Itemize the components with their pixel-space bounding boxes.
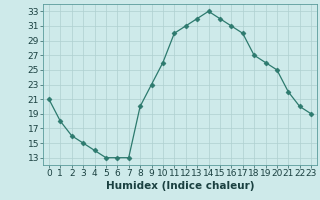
X-axis label: Humidex (Indice chaleur): Humidex (Indice chaleur) <box>106 181 254 191</box>
